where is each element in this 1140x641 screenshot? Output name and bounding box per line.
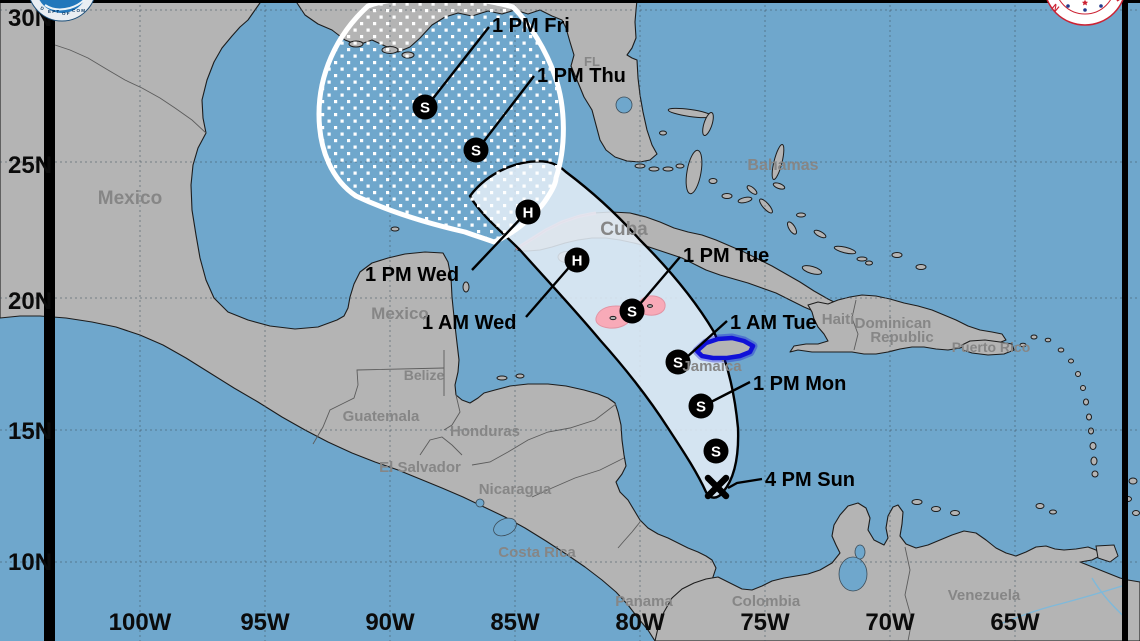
- place-label-puerto-rico: Puerto Rico: [952, 339, 1031, 355]
- island-puerto-rico: [961, 339, 1015, 356]
- place-label-el-salvador: El Salvador: [379, 459, 461, 476]
- place-label-nicaragua: Nicaragua: [479, 481, 552, 498]
- forecast-time-label: 1 PM Mon: [753, 373, 846, 395]
- forecast-time-label: 4 PM Sun: [765, 469, 855, 491]
- leader-line: [639, 256, 681, 305]
- place-label-costa-rica: Costa Rica: [498, 544, 576, 561]
- islands-lesser-antilles: [1019, 334, 1099, 478]
- place-label-panama: Panama: [615, 593, 673, 610]
- leader-line: [727, 477, 763, 490]
- forecast-cone-1-3-day: [468, 160, 740, 499]
- place-label-mexico: Mexico: [98, 188, 162, 209]
- forecast-track-points: S S S S H H S S: [412, 94, 730, 500]
- watch-area-cayman: [595, 295, 666, 329]
- current-position-x-marker: [704, 474, 730, 500]
- forecast-time-label: 1 PM Wed: [365, 264, 459, 286]
- central-america-details: [47, 41, 641, 549]
- forecast-time-label: 1 PM Tue: [683, 245, 769, 267]
- svg-text:S: S: [471, 143, 481, 160]
- forecast-point-marker-H: H: [515, 199, 541, 225]
- lat-label-15N: 15N: [8, 418, 52, 445]
- border-haiti-dr: [851, 299, 859, 351]
- forecast-point-marker-S: S: [703, 438, 729, 464]
- place-label-belize: Belize: [404, 367, 445, 383]
- svg-text:E: E: [1112, 0, 1123, 4]
- place-label-honduras: Honduras: [450, 423, 520, 440]
- place-label-bahamas: Bahamas: [747, 157, 818, 174]
- svg-text:S: S: [673, 355, 683, 372]
- svg-text:H: H: [523, 205, 534, 222]
- place-label-fl: FL: [584, 54, 600, 69]
- svg-text:S: S: [420, 100, 430, 117]
- svg-text:S: S: [711, 444, 721, 461]
- place-label-haiti: Haiti: [822, 311, 855, 328]
- forecast-point-marker-S: S: [463, 137, 489, 163]
- nhc-logo: N E: [1046, 0, 1124, 26]
- place-label-venezuela: Venezuela: [948, 587, 1021, 604]
- islands-bahamas: [659, 107, 927, 275]
- forecast-point-marker-S: S: [619, 298, 645, 324]
- forecast-point-marker-S: S: [688, 393, 714, 419]
- forecast-time-label: 1 AM Tue: [730, 312, 817, 334]
- island-hispaniola: [789, 294, 1007, 355]
- leader-line: [480, 75, 535, 146]
- place-label-cuba: Cuba: [600, 219, 648, 240]
- leader-line: [686, 320, 728, 358]
- lon-label-100W: 100W: [109, 609, 172, 636]
- svg-text:O F: O F: [62, 11, 70, 16]
- south-america-details: [838, 477, 1140, 641]
- leader-line: [430, 26, 490, 102]
- leader-line: [708, 380, 751, 405]
- lon-label-95W: 95W: [240, 609, 290, 636]
- svg-text:N: N: [1050, 2, 1061, 14]
- forecast-time-labels: 4 PM Sun 1 PM Mon 1 AM Tue 1 PM Tue 1 AM Wed…: [365, 15, 855, 491]
- forecast-point-marker-H: H: [564, 247, 590, 273]
- lon-label-75W: 75W: [740, 609, 790, 636]
- place-label-republic: Republic: [870, 329, 933, 346]
- forecast-track-leaders: [430, 26, 763, 490]
- place-label-colombia: Colombia: [732, 593, 801, 610]
- forecast-time-label: 1 PM Thu: [537, 65, 626, 87]
- land-mexico-central-america: [0, 0, 719, 641]
- svg-text:S: S: [696, 399, 706, 416]
- svg-text:H: H: [572, 253, 583, 270]
- leader-line: [471, 215, 524, 271]
- forecast-point-marker-S: S: [412, 94, 438, 120]
- island-jamaica-group: [692, 333, 758, 363]
- lat-label-25N: 25N: [8, 152, 52, 179]
- place-label-dominican: Dominican: [855, 315, 932, 332]
- lat-label-10N: 10N: [8, 549, 52, 576]
- lon-label-85W: 85W: [490, 609, 540, 636]
- lat-label-20N: 20N: [8, 288, 52, 315]
- lon-label-80W: 80W: [615, 609, 665, 636]
- noaa-logo: DE P T O FC O M: [30, 0, 94, 22]
- svg-text:E P T: E P T: [48, 9, 59, 14]
- leader-line: [525, 263, 573, 318]
- place-label-guatemala: Guatemala: [343, 408, 420, 425]
- forecast-time-label: 1 PM Fri: [492, 15, 570, 37]
- forecast-point-marker-S: S: [665, 349, 691, 375]
- lon-label-90W: 90W: [365, 609, 415, 636]
- forecast-time-label: 1 AM Wed: [422, 312, 516, 334]
- place-label-jamaica: Jamaica: [682, 358, 742, 375]
- longitude-labels: 100W 95W 90W 85W 80W 75W 70W 65W: [109, 609, 1040, 636]
- svg-text:S: S: [627, 304, 637, 321]
- svg-text:D: D: [40, 5, 46, 11]
- place-labels: Mexico Mexico Cuba FL Bahamas Haiti DominicanR…: [98, 54, 1031, 610]
- place-label-mexico: Mexico: [371, 304, 429, 323]
- svg-text:C O M: C O M: [72, 8, 85, 13]
- lon-label-65W: 65W: [990, 609, 1040, 636]
- lon-label-70W: 70W: [865, 609, 915, 636]
- land-south-america: [654, 502, 1140, 641]
